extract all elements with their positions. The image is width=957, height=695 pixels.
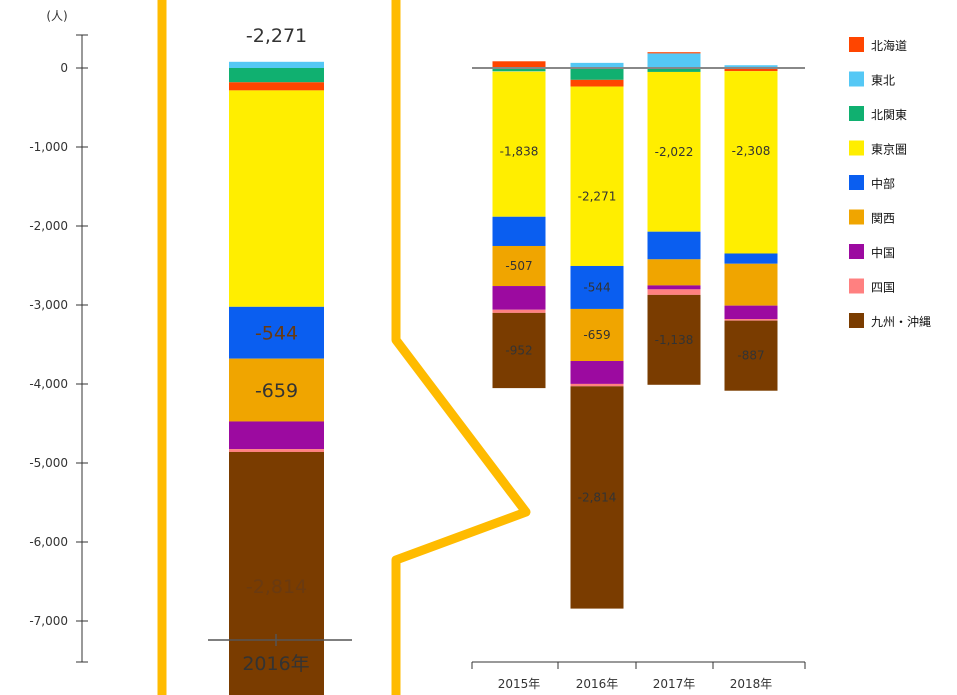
zoom-value-label: -2,814 <box>246 576 307 598</box>
x-category-label: 2015年 <box>498 677 541 691</box>
legend-swatch <box>849 175 864 190</box>
bar-value-label: -1,838 <box>500 145 539 159</box>
legend-swatch <box>849 37 864 52</box>
legend-swatch <box>849 71 864 87</box>
y-tick-label: -3,000 <box>29 298 68 312</box>
stacked-bars <box>472 52 805 609</box>
bar-segment <box>724 319 778 321</box>
bar-segment <box>647 294 701 385</box>
bar-segment <box>492 309 546 313</box>
legend-swatch <box>849 106 864 121</box>
legend-label: 中部 <box>871 176 895 191</box>
bar-segment <box>570 79 624 87</box>
bar-value-label: -2,814 <box>578 490 617 504</box>
y-axis-unit-label: (人) <box>46 9 67 23</box>
zoom-bar-segment <box>229 90 324 307</box>
bar-segment <box>724 320 778 391</box>
legend-label: 四国 <box>871 281 895 295</box>
bar-segment <box>724 263 778 306</box>
y-tick-label: 0 <box>60 61 68 75</box>
bar-segment <box>647 52 701 54</box>
zoom-bar-segment <box>229 61 324 68</box>
bar-segment <box>570 86 624 266</box>
x-category-label: 2018年 <box>730 677 773 691</box>
zoom-panel: -2,271 -544 -659 -2,814 2016年 <box>157 0 531 695</box>
zoom-value-label: -544 <box>255 323 298 345</box>
legend-swatch <box>849 313 864 328</box>
zoom-category-label: 2016年 <box>242 653 309 675</box>
zoom-bar-segment <box>229 451 324 695</box>
bar-segment <box>647 71 701 232</box>
y-tick-label: -4,000 <box>29 377 68 391</box>
legend-label: 東北 <box>871 74 895 88</box>
bar-segment <box>724 305 778 320</box>
bar-segment <box>570 62 624 68</box>
bar-segment <box>647 231 701 260</box>
legend-label: 東京圏 <box>871 143 907 157</box>
y-axis: (人) 0 -1,000 -2,000 -3,000 -4,000 -5,000 -6,000… <box>29 9 88 663</box>
legend-label: 北関東 <box>871 108 907 122</box>
bar-segment <box>724 68 778 72</box>
bar-segment <box>647 259 701 286</box>
zoom-bar-segment <box>229 421 324 450</box>
legend-swatch <box>849 209 864 225</box>
bar-segment <box>570 265 624 309</box>
x-category-label: 2017年 <box>653 677 696 691</box>
zoom-frame-right <box>391 0 531 695</box>
bar-value-label: -887 <box>737 349 764 363</box>
legend-swatch <box>849 244 864 259</box>
bar-segment <box>570 361 624 384</box>
zoom-bar-segment <box>229 68 324 83</box>
legend-label: 九州・沖縄 <box>871 314 931 329</box>
legend-swatch <box>849 278 864 294</box>
bar-segment <box>492 61 546 68</box>
bar-segment <box>724 71 778 254</box>
zoom-bar-segment <box>229 82 324 91</box>
y-tick-label: -6,000 <box>29 535 68 549</box>
bar-segment <box>647 289 701 295</box>
y-tick-label: -2,000 <box>29 219 68 233</box>
bar-value-label: -2,308 <box>732 144 771 158</box>
bar-segment <box>647 53 701 68</box>
bar-segment <box>492 312 546 389</box>
legend-label: 中国 <box>871 245 895 260</box>
legend-swatch <box>849 140 864 156</box>
zoom-bar-segment <box>229 306 324 359</box>
zoom-bar-segment <box>229 358 324 422</box>
bar-segment <box>647 285 701 290</box>
bar-segment <box>492 216 546 246</box>
y-tick-label: -7,000 <box>29 614 68 628</box>
bar-segment <box>570 386 624 609</box>
bar-segment <box>492 68 546 72</box>
legend-label: 北海道 <box>871 38 907 53</box>
bar-segment <box>647 68 701 72</box>
bar-value-label: -2,271 <box>578 190 617 204</box>
zoom-value-label: -2,271 <box>246 25 307 47</box>
bar-value-label: -2,022 <box>655 145 694 159</box>
x-axis: 2015年 2016年 2017年 2018年 <box>471 661 806 691</box>
bar-segment <box>724 253 778 264</box>
bar-segment <box>492 286 546 310</box>
bar-value-label: -1,138 <box>655 333 694 347</box>
bar-value-label: -659 <box>583 328 610 342</box>
bar-value-label: -952 <box>505 344 532 358</box>
bar-value-label: -544 <box>583 280 610 294</box>
y-tick-label: -5,000 <box>29 456 68 470</box>
bar-segment <box>570 308 624 362</box>
bar-segment <box>570 68 624 80</box>
y-tick-label: -1,000 <box>29 140 68 154</box>
legend-label: 関西 <box>871 212 895 226</box>
x-category-label: 2016年 <box>576 677 619 691</box>
bar-segment <box>724 65 778 68</box>
zoom-bar-segment <box>229 449 324 452</box>
bar-segment <box>492 71 546 217</box>
value-labels: -1,838 -2,271 -2,022 -2,308 -544 -507 -659 -952… <box>500 144 771 504</box>
bar-segment <box>570 383 624 387</box>
zoom-value-label: -659 <box>255 380 298 402</box>
bar-value-label: -507 <box>505 259 532 273</box>
bar-segment <box>492 245 546 287</box>
